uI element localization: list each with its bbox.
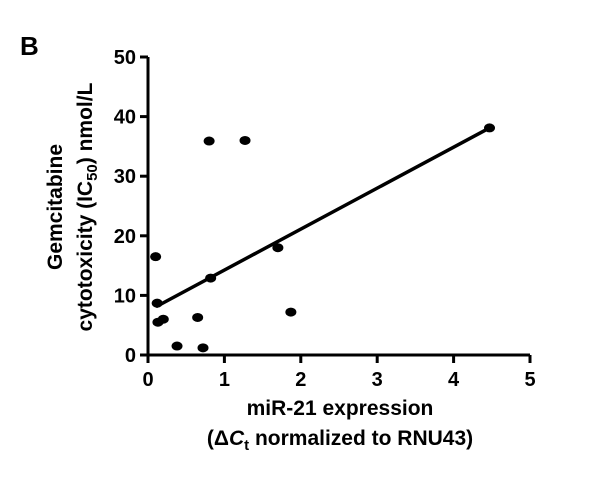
panel-label: B — [20, 31, 39, 61]
data-point — [205, 273, 217, 283]
x-axis-ticks: 0 1 2 3 4 5 — [142, 355, 536, 391]
x-tick-label: 2 — [295, 369, 306, 391]
data-point — [272, 243, 284, 253]
y-axis-label-part-rest: ) nmol/L — [74, 82, 97, 164]
x-axis-label-part-rest: normalized to RNU43) — [249, 427, 473, 450]
y-tick-label: 20 — [114, 226, 136, 248]
x-tick-label: 5 — [524, 369, 535, 391]
data-point — [151, 298, 163, 308]
y-tick-label: 40 — [114, 107, 136, 129]
data-point — [239, 135, 251, 145]
y-axis-label-part-sub: 50 — [84, 164, 101, 181]
x-tick-label: 1 — [219, 369, 230, 391]
y-tick-label: 50 — [114, 47, 136, 69]
data-point — [171, 341, 183, 351]
y-axis-label-line1: Gemcitabine — [44, 144, 67, 270]
data-point — [484, 123, 496, 133]
axes — [146, 57, 530, 357]
x-tick-label: 0 — [142, 369, 153, 391]
y-axis-label-line2: cytotoxicity (IC50) nmol/L — [74, 82, 101, 331]
x-axis-label-part-open: (Δ — [207, 427, 229, 450]
y-tick-label: 0 — [125, 345, 136, 367]
data-point — [150, 252, 162, 262]
x-axis-label-line1: miR-21 expression — [247, 397, 434, 420]
data-point — [197, 343, 209, 353]
y-axis-label-part-main: cytotoxicity (IC — [74, 181, 97, 332]
data-point — [203, 136, 215, 146]
data-point — [285, 307, 297, 317]
x-axis-label-part-sub: t — [244, 437, 249, 454]
x-axis-label-part-c: C — [229, 427, 245, 450]
x-tick-label: 4 — [448, 369, 460, 391]
y-tick-label: 30 — [114, 166, 136, 188]
x-tick-label: 3 — [372, 369, 383, 391]
data-point — [157, 314, 169, 324]
y-axis-ticks: 0 10 20 30 40 50 — [114, 47, 148, 367]
x-axis-label-line2: (ΔCt normalized to RNU43) — [207, 427, 473, 454]
y-tick-label: 10 — [114, 285, 136, 307]
data-point — [192, 312, 204, 322]
data-points — [150, 123, 496, 353]
